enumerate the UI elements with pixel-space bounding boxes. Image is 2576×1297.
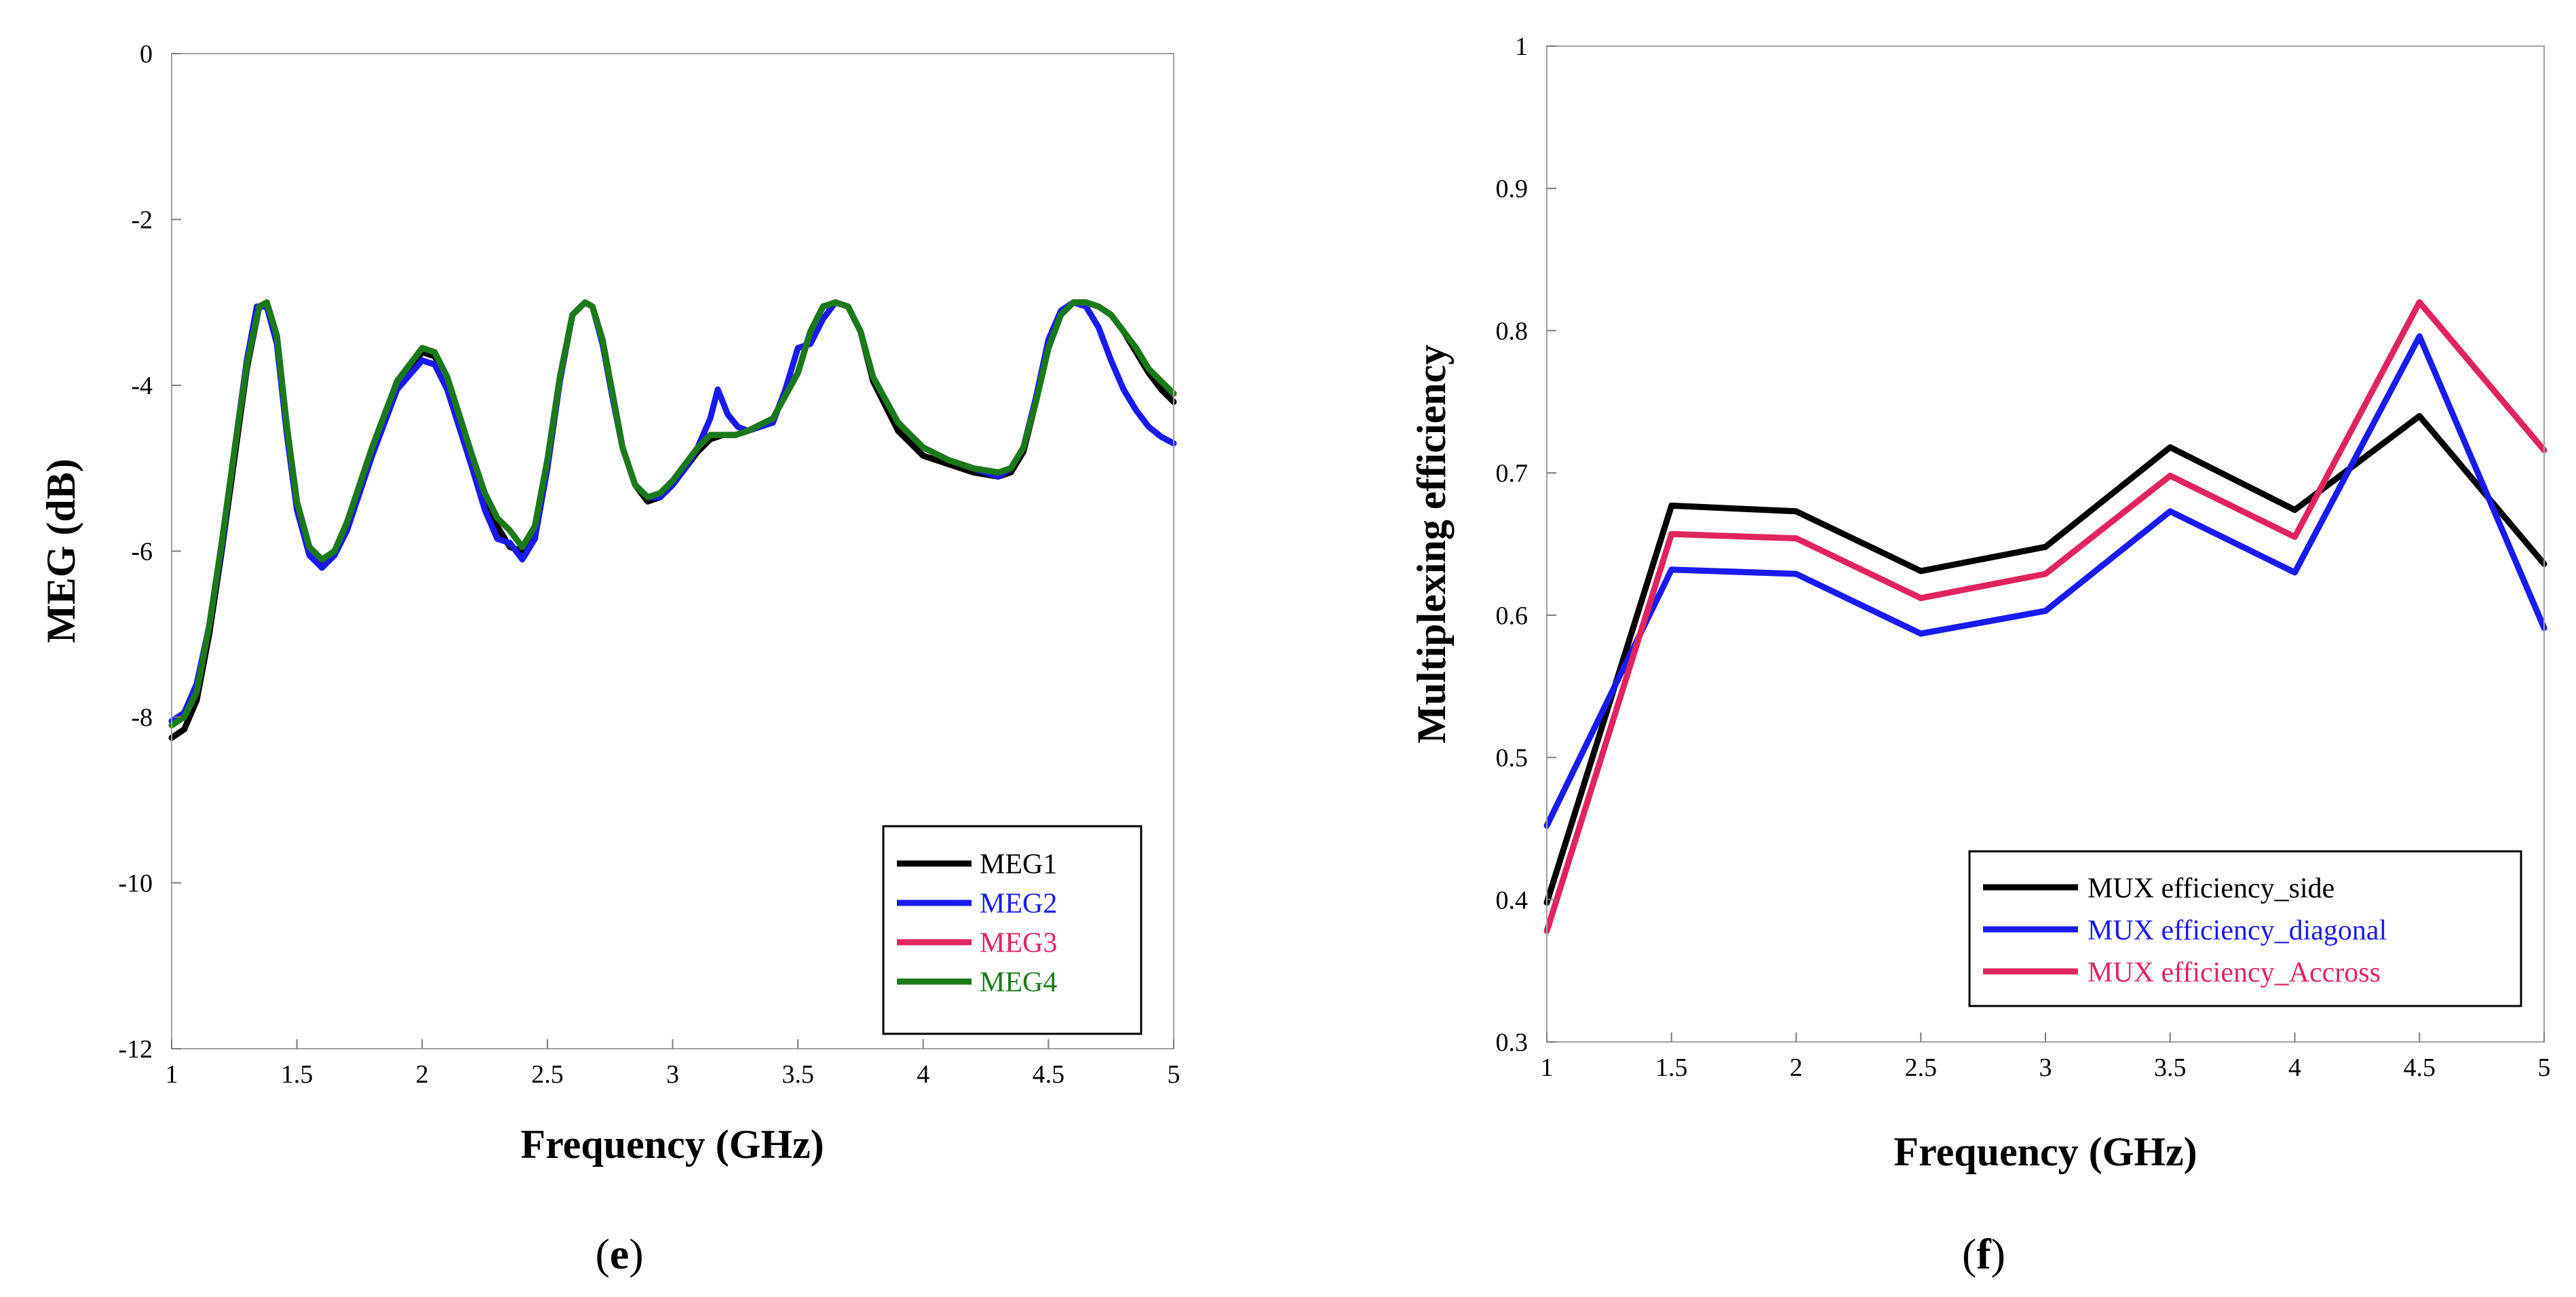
chart-meg-y-tick-label: -10: [118, 870, 153, 898]
chart-meg-x-tick-label: 5: [1168, 1060, 1180, 1089]
chart-mux-y-tick-label: 0.3: [1496, 1028, 1529, 1057]
chart-meg-x-axis-title: Frequency (GHz): [520, 1122, 824, 1167]
chart-meg-series-layer: [168, 299, 1177, 741]
chart-meg-x-tick-label: 1.5: [281, 1060, 313, 1089]
panel-label-f-letter: f: [1976, 1230, 1991, 1278]
series-line-meg4: [168, 299, 1177, 729]
panel-label-f-open: (: [1962, 1230, 1976, 1278]
chart-meg-y-axis-title: MEG (dB): [39, 459, 83, 643]
chart-mux-x-tick-label: 2.5: [1905, 1053, 1938, 1082]
chart-meg: 1 1.5 2 2.5 3 3.5 4 4.5 5 0 -2 -4 -6 -8 -10 -12 Frequen…: [39, 40, 1180, 1167]
chart-mux-y-tick-label: 1: [1515, 33, 1528, 61]
chart-meg-x-tick-label: 3.5: [782, 1060, 814, 1089]
chart-meg-x-tick-label: 1: [166, 1060, 178, 1089]
chart-mux-x-tick-label: 4: [2288, 1053, 2301, 1082]
chart-mux-x-tick-label: 4.5: [2404, 1053, 2436, 1082]
chart-mux-legend: MUX efficiency_side MUX efficiency_diagon…: [1968, 850, 2522, 1007]
panel-label-e-close: ): [629, 1230, 643, 1278]
chart-meg-x-tick-label: 4: [917, 1060, 929, 1089]
chart-mux-y-tick-label: 0.5: [1496, 744, 1529, 773]
chart-mux-y-tick-label: 0.8: [1496, 317, 1529, 345]
legend-label-mux-efficiency-accross: MUX efficiency_Accross: [2088, 957, 2381, 988]
panel-label-f: (f): [1962, 1230, 2005, 1278]
chart-meg-y-tick-label: -6: [131, 538, 153, 566]
chart-mux-ticks: 1 1.5 2 2.5 3 3.5 4 4.5 5 1 0.9 0.8 0.7 0.6 0.5 0.4 0.3: [1496, 33, 2551, 1082]
chart-mux-x-tick-label: 3: [2039, 1053, 2052, 1082]
chart-mux-y-axis-title: Multiplexing efficiency: [1409, 345, 1454, 743]
series-line-mux-efficiency-diagonal: [1543, 333, 2548, 829]
chart-meg-x-tick-label: 3: [666, 1060, 679, 1089]
chart-meg-y-tick-label: 0: [140, 40, 153, 69]
legend-label-mux-efficiency-diagonal: MUX efficiency_diagonal: [2088, 915, 2387, 946]
chart-mux-y-tick-label: 0.4: [1496, 886, 1529, 914]
chart-mux-y-tick-label: 0.9: [1496, 175, 1529, 204]
legend-label-meg2: MEG2: [980, 888, 1057, 919]
chart-mux-x-tick-label: 1: [1541, 1053, 1554, 1082]
chart-mux-x-tick-label: 2: [1790, 1053, 1803, 1082]
chart-meg-ticks: 1 1.5 2 2.5 3 3.5 4 4.5 5 0 -2 -4 -6 -8 -10 -12: [118, 40, 1180, 1089]
legend-label-meg1: MEG1: [980, 849, 1057, 880]
chart-meg-y-tick-label: -8: [131, 703, 153, 732]
series-line-mux-efficiency-side: [1543, 412, 2548, 906]
chart-meg-x-tick-label: 2.5: [531, 1060, 564, 1089]
chart-mux-x-axis-title: Frequency (GHz): [1893, 1129, 2197, 1174]
chart-meg-y-tick-label: -4: [131, 372, 153, 400]
chart-mux-x-tick-label: 1.5: [1655, 1053, 1688, 1082]
chart-mux-y-tick-label: 0.6: [1496, 602, 1529, 630]
chart-meg-x-tick-label: 2: [416, 1060, 429, 1089]
chart-mux-series-layer: [1543, 299, 2548, 934]
series-line-mux-efficiency-accross: [1543, 299, 2548, 934]
chart-mux-y-tick-label: 0.7: [1496, 459, 1529, 488]
panel-label-e-open: (: [595, 1230, 609, 1278]
panel-label-f-close: ): [1991, 1230, 2005, 1278]
legend-label-mux-efficiency-side: MUX efficiency_side: [2088, 873, 2334, 904]
chart-mux-efficiency: 1 1.5 2 2.5 3 3.5 4 4.5 510.90.80.70.60.50.40.3 …: [1409, 33, 2551, 1174]
chart-meg-x-tick-label: 4.5: [1033, 1060, 1065, 1089]
chart-meg-legend: MEG1 MEG2 MEG3 MEG4: [882, 825, 1142, 1035]
chart-meg-y-tick-label: -2: [131, 206, 153, 235]
legend-label-meg4: MEG4: [980, 967, 1057, 998]
chart-meg-y-tick-label: -12: [118, 1035, 153, 1064]
panel-label-e: (e): [595, 1230, 643, 1278]
panel-label-e-letter: e: [610, 1230, 629, 1278]
chart-meg-legend-box: [882, 825, 1142, 1035]
legend-label-meg3: MEG3: [980, 927, 1057, 959]
chart-mux-x-tick-label: 5: [2538, 1053, 2551, 1082]
chart-mux-x-tick-label: 3.5: [2154, 1053, 2187, 1082]
